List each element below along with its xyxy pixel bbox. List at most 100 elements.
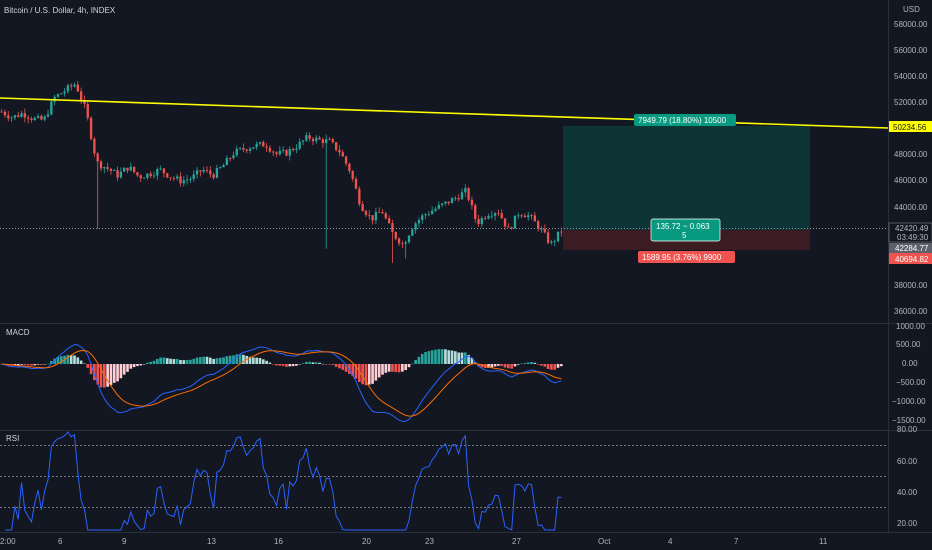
candle-body bbox=[235, 148, 238, 156]
macd-bar bbox=[288, 364, 292, 367]
candle-body bbox=[30, 118, 33, 120]
candle-body bbox=[195, 170, 199, 175]
price-tick: 56000.00 bbox=[894, 46, 928, 55]
macd-bar bbox=[235, 354, 239, 364]
macd-bar bbox=[321, 363, 325, 365]
candle-body bbox=[364, 211, 368, 215]
candle-body bbox=[560, 231, 563, 233]
target-zone[interactable] bbox=[563, 126, 810, 230]
candle-body bbox=[311, 138, 315, 142]
candlestick-series[interactable] bbox=[0, 80, 563, 263]
macd-bar bbox=[285, 364, 288, 367]
risk-reward-box[interactable] bbox=[650, 218, 721, 242]
stop-price-tag bbox=[889, 253, 932, 264]
candle-body bbox=[298, 141, 301, 149]
macd-bar bbox=[341, 364, 345, 370]
price-tick: 48000.00 bbox=[894, 150, 928, 159]
macd-bar bbox=[454, 351, 457, 364]
candle-body bbox=[301, 140, 305, 142]
candle-body bbox=[348, 163, 351, 172]
macd-bar bbox=[361, 364, 364, 385]
candle-body bbox=[66, 85, 70, 92]
candle-body bbox=[93, 138, 96, 154]
candle-body bbox=[205, 169, 209, 171]
macd-bar bbox=[536, 364, 540, 365]
macd-bar bbox=[467, 354, 470, 364]
candle-body bbox=[268, 147, 272, 152]
macd-bar bbox=[116, 364, 119, 382]
macd-tick: 0.00 bbox=[902, 359, 918, 368]
entry-price-label: 42284.77 bbox=[895, 244, 929, 253]
candle-body bbox=[73, 84, 76, 87]
macd-tick: −500.00 bbox=[896, 378, 926, 387]
candle-body bbox=[467, 188, 470, 200]
candle-body bbox=[325, 139, 328, 144]
candle-body bbox=[265, 146, 268, 148]
candle-body bbox=[537, 221, 540, 230]
time-tick: 27 bbox=[512, 537, 521, 546]
macd-bar bbox=[344, 364, 348, 372]
macd-bar bbox=[122, 364, 126, 375]
macd-bar bbox=[377, 364, 381, 378]
candle-body bbox=[166, 173, 169, 178]
candle-body bbox=[139, 175, 142, 179]
candle-body bbox=[156, 169, 159, 176]
macd-bar bbox=[252, 357, 255, 364]
candle-body bbox=[493, 213, 497, 216]
macd-bar bbox=[20, 364, 23, 365]
time-tick: 20 bbox=[362, 537, 371, 546]
entry-price-tag bbox=[889, 243, 932, 254]
candle-body bbox=[56, 94, 60, 97]
macd-bar bbox=[556, 364, 560, 368]
rsi-tick: 20.00 bbox=[897, 519, 918, 528]
candle-body bbox=[76, 84, 79, 92]
macd-bar bbox=[46, 363, 50, 365]
candle-body bbox=[454, 198, 457, 199]
rsi-tick: 60.00 bbox=[897, 457, 918, 466]
macd-bar bbox=[89, 364, 93, 375]
candle-body bbox=[60, 93, 63, 95]
current-price-tag bbox=[888, 222, 932, 243]
time-tick: 13 bbox=[207, 537, 216, 546]
candle-body bbox=[527, 215, 530, 218]
macd-bar bbox=[463, 352, 467, 364]
candle-body bbox=[450, 198, 454, 204]
macd-bar bbox=[457, 352, 461, 364]
candle-body bbox=[341, 152, 344, 157]
time-tick: 23 bbox=[425, 537, 434, 546]
macd-bar bbox=[99, 364, 103, 388]
macd-bar bbox=[407, 364, 411, 368]
macd-bar bbox=[513, 364, 517, 367]
candle-body bbox=[490, 215, 493, 217]
macd-histogram bbox=[0, 349, 563, 388]
candle-body bbox=[295, 148, 298, 151]
candle-body bbox=[212, 174, 215, 178]
candle-body bbox=[215, 168, 219, 178]
candle-body bbox=[146, 173, 149, 178]
candle-body bbox=[487, 216, 490, 219]
candle-body bbox=[159, 168, 162, 170]
macd-bar bbox=[162, 357, 166, 364]
macd-bar bbox=[129, 364, 133, 369]
candle-body bbox=[248, 148, 252, 151]
candle-body bbox=[258, 142, 262, 144]
candle-body bbox=[513, 215, 517, 229]
macd-bar bbox=[182, 360, 186, 364]
signal-line bbox=[1, 349, 562, 417]
candle-body bbox=[169, 177, 172, 179]
macd-bar bbox=[109, 364, 113, 386]
time-tick: 7 bbox=[734, 537, 739, 546]
macd-bar bbox=[79, 360, 83, 364]
chart-title: Bitcoin / U.S. Dollar, 4h, INDEX bbox=[4, 6, 116, 15]
risk-reward-line2: 5 bbox=[682, 231, 687, 240]
trendline[interactable] bbox=[0, 97, 889, 129]
candle-body bbox=[149, 173, 152, 177]
macd-bar bbox=[305, 361, 308, 364]
macd-bar bbox=[298, 364, 302, 365]
candle-body bbox=[474, 205, 477, 219]
macd-bar bbox=[281, 364, 285, 366]
price-tick: 52000.00 bbox=[894, 98, 928, 107]
candle-body bbox=[291, 149, 295, 151]
candle-body bbox=[46, 114, 50, 117]
